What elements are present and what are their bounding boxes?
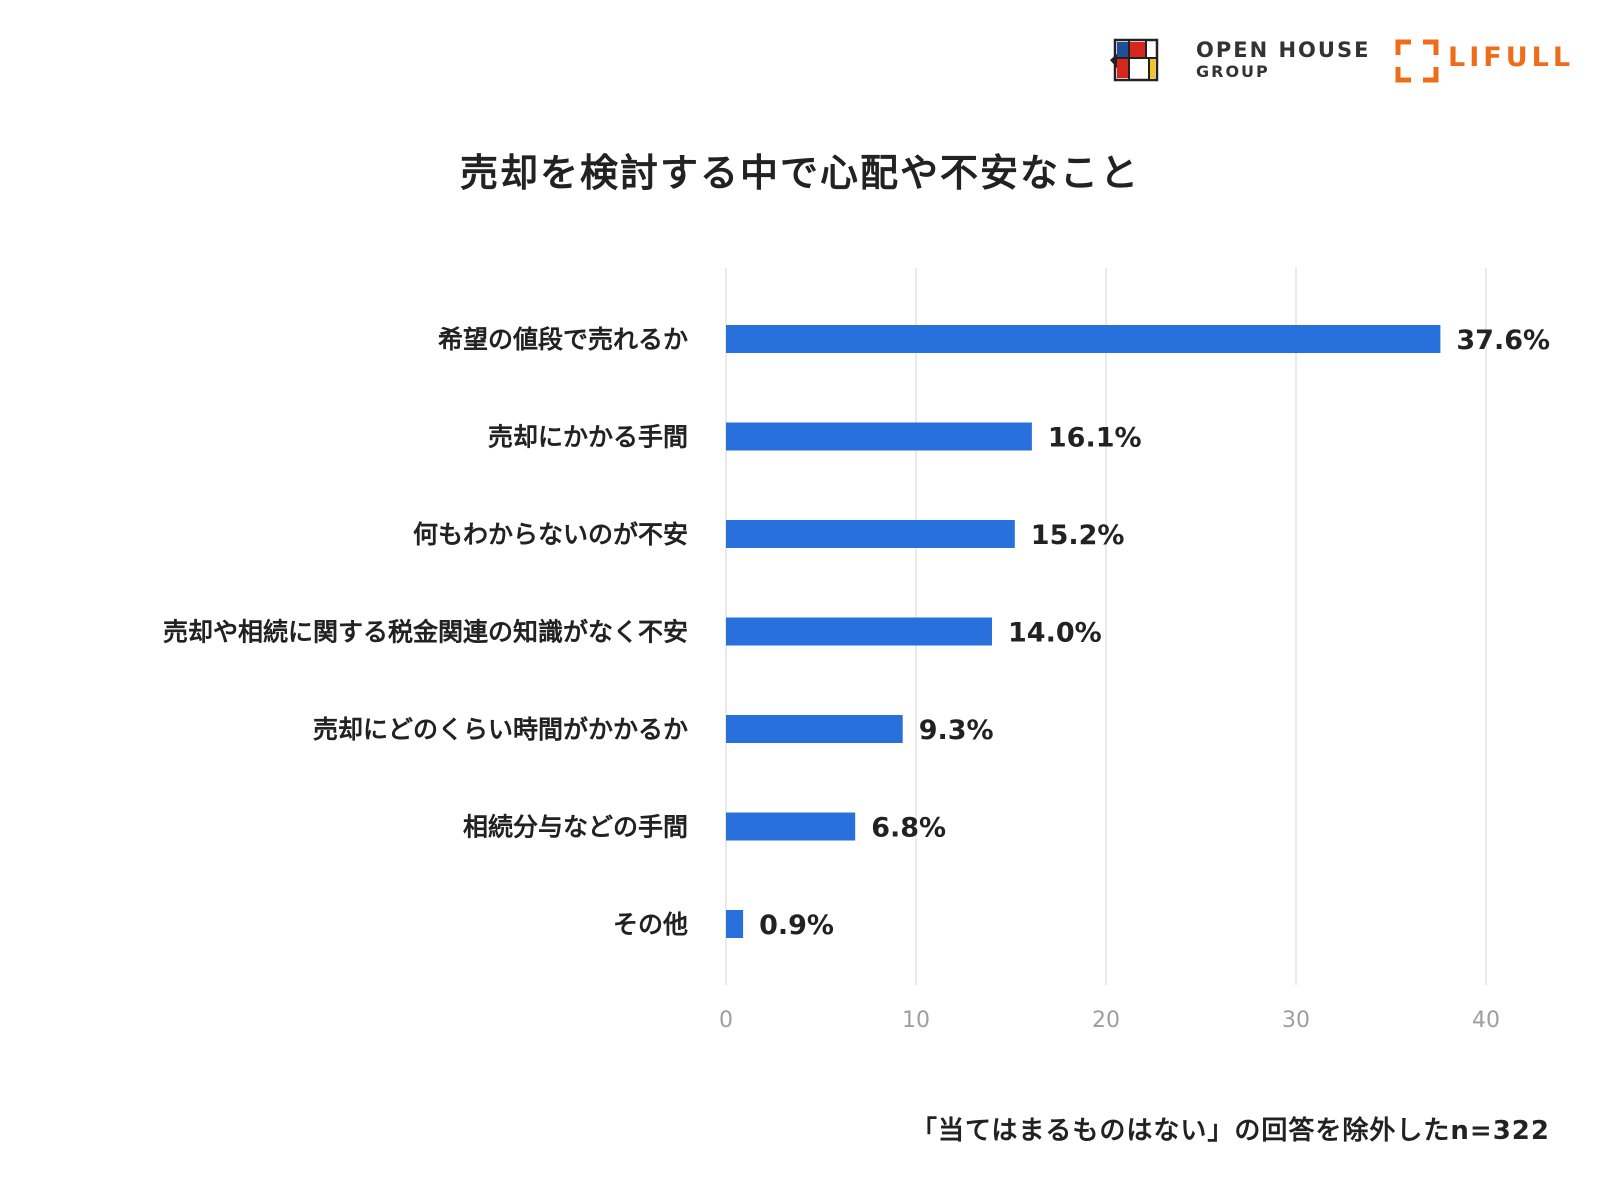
category-label: 売却や相続に関する税金関連の知識がなく不安 <box>163 618 688 647</box>
value-label: 9.3% <box>919 715 994 746</box>
value-label: 16.1% <box>1048 423 1142 454</box>
value-label: 37.6% <box>1456 325 1550 356</box>
lifull-logo-text: LIFULL <box>1448 42 1575 73</box>
bar <box>726 422 1032 451</box>
bar <box>726 910 744 938</box>
x-tick-label: 0 <box>719 1008 733 1033</box>
openhouse-logo-icon <box>1110 38 1159 82</box>
category-label: 相続分与などの手間 <box>463 813 688 842</box>
value-label: 14.0% <box>1008 618 1102 649</box>
bar <box>726 520 1015 548</box>
x-tick-label: 40 <box>1472 1008 1500 1033</box>
logo-area: OPEN HOUSE GROUP LIFULL <box>0 0 1600 110</box>
openhouse-logo-subtext: GROUP <box>1196 62 1270 81</box>
value-label: 0.9% <box>759 910 834 941</box>
bar <box>726 325 1441 353</box>
x-tick-label: 20 <box>1092 1008 1120 1033</box>
category-label: その他 <box>613 910 688 939</box>
bars <box>726 325 1441 938</box>
bar <box>726 715 903 743</box>
x-tick-label: 10 <box>902 1008 930 1033</box>
value-label: 15.2% <box>1031 520 1125 551</box>
labels: 希望の値段で売れるか 37.6% 売却にかかる手間 16.1% 何もわからないのが不安 1… <box>163 325 1550 941</box>
category-label: 希望の値段で売れるか <box>438 325 688 354</box>
footnote: 「当てはまるものはない」の回答を除外したn=322 <box>910 1116 1550 1146</box>
lifull-bracket-icon <box>1395 39 1439 83</box>
x-tick-label: 30 <box>1282 1008 1310 1033</box>
x-axis-ticks: 0 10 20 30 40 <box>719 1008 1500 1033</box>
bar <box>726 617 992 646</box>
chart-title: 売却を検討する中で心配や不安なこと <box>459 151 1140 195</box>
category-label: 売却にかかる手間 <box>488 423 688 452</box>
category-label: 売却にどのくらい時間がかかるか <box>313 715 688 744</box>
openhouse-logo-text: OPEN HOUSE <box>1196 38 1371 62</box>
bar <box>726 812 856 841</box>
value-label: 6.8% <box>871 813 946 844</box>
category-label: 何もわからないのが不安 <box>413 520 688 549</box>
